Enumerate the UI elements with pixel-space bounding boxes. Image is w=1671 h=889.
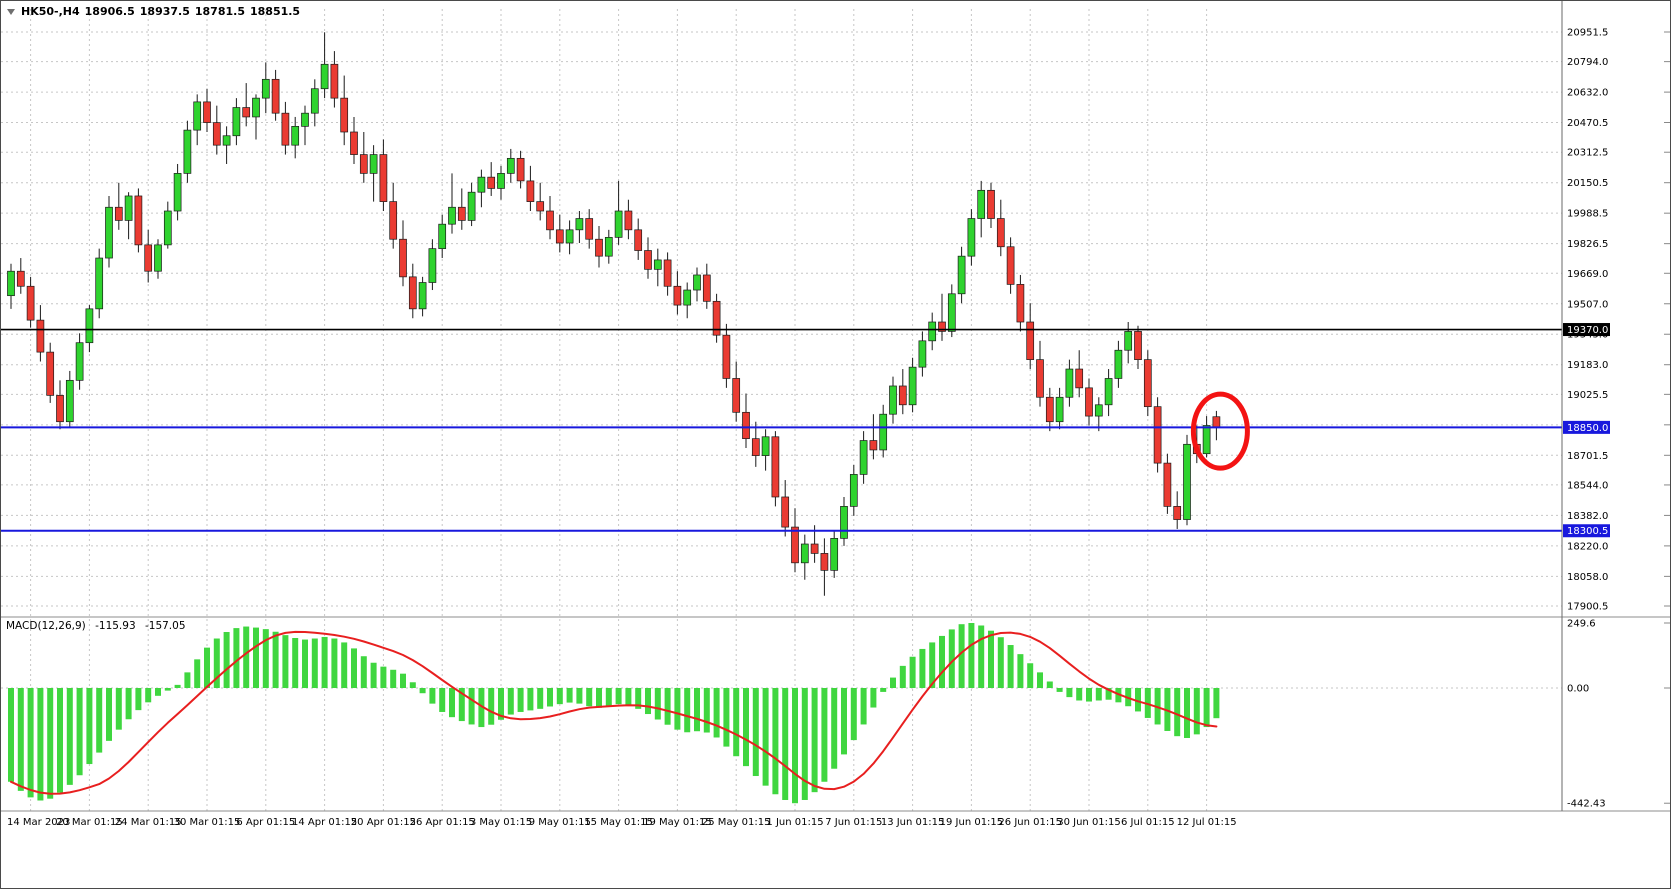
svg-text:7 Jun 01:15: 7 Jun 01:15 <box>825 817 882 828</box>
svg-text:26 Jun 01:15: 26 Jun 01:15 <box>998 817 1062 828</box>
svg-text:19 May 01:15: 19 May 01:15 <box>643 817 712 828</box>
bar-low-value: 18781.5 <box>194 5 245 18</box>
svg-text:19183.0: 19183.0 <box>1567 360 1608 371</box>
macd-label: MACD(12,26,9) <box>6 620 86 632</box>
svg-text:19 Jun 01:15: 19 Jun 01:15 <box>940 817 1004 828</box>
svg-text:18850.0: 18850.0 <box>1567 423 1608 434</box>
highlight-circle-annotation <box>1190 391 1250 471</box>
svg-text:18544.0: 18544.0 <box>1567 480 1608 491</box>
svg-text:19025.5: 19025.5 <box>1567 390 1608 401</box>
chart-symbol-icon <box>7 8 15 15</box>
macd-axis[interactable]: 249.6 0.00 -442.43 <box>1567 619 1671 810</box>
svg-text:24 Mar 01:15: 24 Mar 01:15 <box>115 817 182 828</box>
macd-main-value: -115.93 <box>95 620 136 632</box>
svg-text:0.00: 0.00 <box>1567 684 1589 695</box>
svg-text:20 Apr 01:15: 20 Apr 01:15 <box>351 817 416 828</box>
price-tags: 19370.0 18850.0 18300.5 <box>1563 323 1610 538</box>
bar-high-value: 18937.5 <box>139 5 190 18</box>
bar-close-value: 18851.5 <box>249 5 301 18</box>
svg-text:13 Jun 01:15: 13 Jun 01:15 <box>881 817 945 828</box>
svg-text:6 Apr 01:15: 6 Apr 01:15 <box>236 817 295 828</box>
svg-text:14 Apr 01:15: 14 Apr 01:15 <box>292 817 357 828</box>
svg-text:20312.5: 20312.5 <box>1567 148 1608 159</box>
svg-text:9 May 01:15: 9 May 01:15 <box>529 817 591 828</box>
svg-text:30 Mar 01:15: 30 Mar 01:15 <box>174 817 241 828</box>
svg-text:19507.0: 19507.0 <box>1567 299 1608 310</box>
svg-text:18220.0: 18220.0 <box>1567 541 1608 552</box>
svg-text:19988.5: 19988.5 <box>1567 209 1608 220</box>
symbol-timeframe-label: HK50-,H4 <box>21 5 80 18</box>
svg-text:20632.0: 20632.0 <box>1567 88 1608 99</box>
svg-text:19669.0: 19669.0 <box>1567 269 1608 280</box>
svg-text:3 May 01:15: 3 May 01:15 <box>470 817 532 828</box>
svg-text:20150.5: 20150.5 <box>1567 178 1608 189</box>
svg-text:20470.5: 20470.5 <box>1567 118 1608 129</box>
svg-text:20 Mar 01:15: 20 Mar 01:15 <box>56 817 123 828</box>
svg-text:14 Mar 2023: 14 Mar 2023 <box>7 817 70 828</box>
symbol-ohlc-header: HK50-,H4 18906.5 18937.5 18781.5 18851.5 <box>7 5 305 18</box>
macd-indicator-header: MACD(12,26,9) -115.93 -157.05 <box>6 620 192 632</box>
svg-text:19826.5: 19826.5 <box>1567 239 1608 250</box>
horizontal-level-lines[interactable] <box>1 328 1562 532</box>
svg-text:1 Jun 01:15: 1 Jun 01:15 <box>766 817 823 828</box>
svg-text:-442.43: -442.43 <box>1567 799 1606 810</box>
macd-signal-line <box>10 630 1218 795</box>
svg-text:17900.5: 17900.5 <box>1567 602 1608 613</box>
svg-text:18300.5: 18300.5 <box>1567 526 1608 537</box>
svg-text:249.6: 249.6 <box>1567 619 1596 630</box>
svg-text:12 Jul 01:15: 12 Jul 01:15 <box>1177 817 1237 828</box>
svg-text:15 May 01:15: 15 May 01:15 <box>584 817 653 828</box>
macd-signal-value: -157.05 <box>144 620 186 632</box>
svg-text:18058.0: 18058.0 <box>1567 572 1608 583</box>
svg-text:19370.0: 19370.0 <box>1567 325 1608 336</box>
svg-text:26 Apr 01:15: 26 Apr 01:15 <box>410 817 475 828</box>
svg-text:25 May 01:15: 25 May 01:15 <box>702 817 771 828</box>
svg-text:20794.0: 20794.0 <box>1567 57 1608 68</box>
macd-histogram <box>8 623 1220 804</box>
svg-text:20951.5: 20951.5 <box>1567 28 1608 39</box>
bar-open-value: 18906.5 <box>84 5 135 18</box>
svg-text:18701.5: 18701.5 <box>1567 451 1608 462</box>
panel-separators <box>1 1 1670 812</box>
svg-text:6 Jul 01:15: 6 Jul 01:15 <box>1121 817 1175 828</box>
svg-text:30 Jun 01:15: 30 Jun 01:15 <box>1057 817 1121 828</box>
svg-text:18382.0: 18382.0 <box>1567 511 1608 522</box>
grid-layer <box>1 9 1562 811</box>
candlestick-series <box>7 32 1221 596</box>
